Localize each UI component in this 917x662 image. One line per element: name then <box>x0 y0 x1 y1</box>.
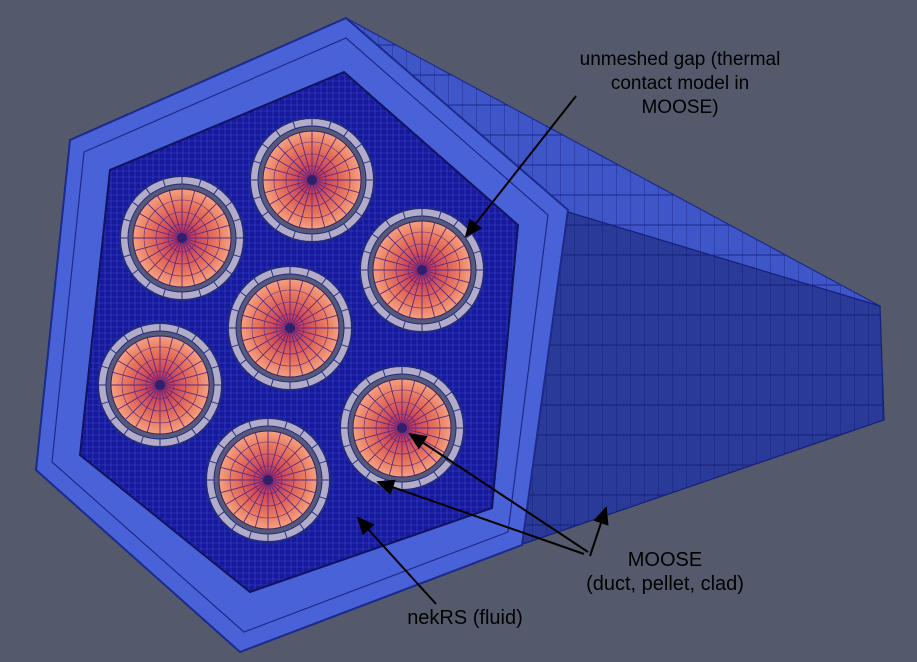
pellet-center-icon <box>285 323 295 333</box>
clad-mesh-lines <box>206 418 330 542</box>
pellet-mesh-lines <box>241 279 339 377</box>
moose-annotation-line2: (duct, pellet, clad) <box>586 573 744 595</box>
pellet-mesh-lines <box>263 131 361 229</box>
duct-ring-lines <box>51 37 549 633</box>
pellet-mesh-lines <box>133 189 231 287</box>
pellet-center-icon <box>307 175 317 185</box>
clad-mesh-lines <box>340 366 464 490</box>
moose-annotation-line1: MOOSE <box>627 549 703 571</box>
gap-annotation-line3: MOOSE) <box>641 97 719 118</box>
pin-5 <box>97 322 223 448</box>
pin-1 <box>249 117 375 243</box>
moose-annotation: MOOSE (duct, pellet, clad) <box>560 548 770 596</box>
pellet-center-icon <box>177 233 187 243</box>
pellet-mesh-lines <box>219 431 317 529</box>
clad-mesh-lines <box>250 118 374 242</box>
clad-mesh-lines <box>228 266 352 390</box>
pellet-mesh-lines <box>373 221 471 319</box>
moose-arrow-clad <box>376 479 585 555</box>
pellet-center-icon <box>397 423 407 433</box>
pin-6 <box>339 365 465 491</box>
duct-side-face <box>517 211 885 546</box>
annotation-arrows <box>356 95 609 605</box>
clad-mesh-lines <box>120 176 244 300</box>
pellet-mesh-lines <box>111 336 209 434</box>
pellet-center-icon <box>263 475 273 485</box>
pellet-center-icon <box>155 380 165 390</box>
pellet-center-icon <box>417 265 427 275</box>
moose-arrow-duct <box>589 506 609 557</box>
gap-annotation-line2: contact model in <box>610 73 750 94</box>
nekrs-annotation-line1: nekRS (fluid) <box>407 607 523 629</box>
pin-3 <box>359 207 485 333</box>
gap-arrow <box>464 95 577 238</box>
nekrs-annotation: nekRS (fluid) <box>380 606 550 630</box>
clad-mesh-lines <box>98 323 222 447</box>
pellet-mesh-lines <box>353 379 451 477</box>
gap-annotation-line1: unmeshed gap (thermal <box>579 49 781 70</box>
pin-2 <box>119 175 245 301</box>
nekrs-arrow <box>356 516 437 605</box>
gap-annotation: unmeshed gap (thermal contact model in M… <box>560 48 800 120</box>
pin-4 <box>227 265 353 391</box>
pin-7 <box>205 417 331 543</box>
moose-arrow-pellet <box>408 432 589 553</box>
